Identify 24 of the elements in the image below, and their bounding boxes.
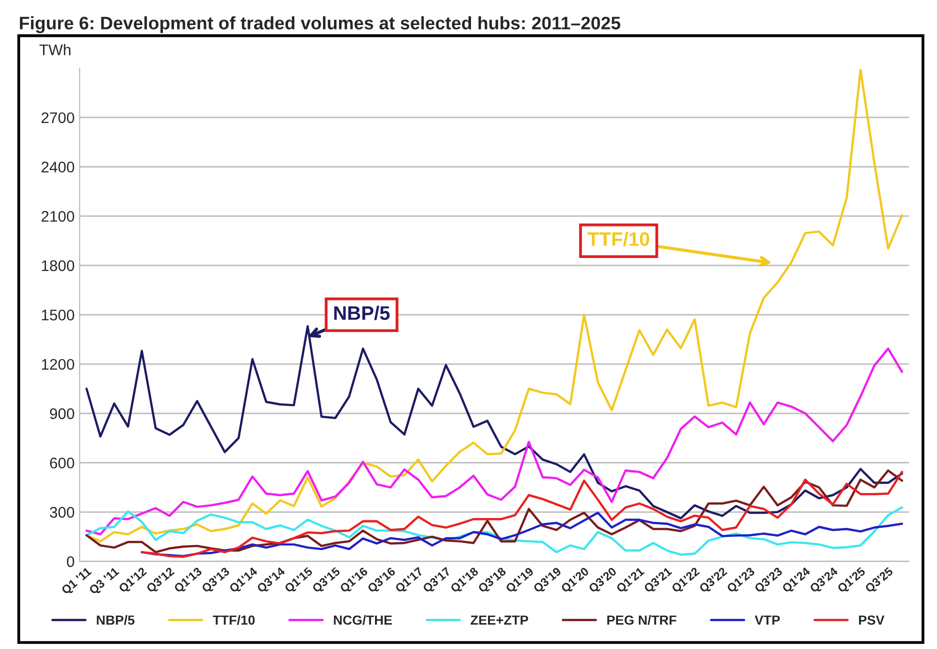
y-tick-label: 1200 [42, 358, 74, 370]
legend-label: NCG/THE [334, 615, 392, 625]
y-tick-label: 900 [50, 408, 74, 420]
legend-label: VTP [754, 616, 780, 625]
y-tick-label: 2400 [42, 162, 74, 172]
y-axis-title: TWh [39, 44, 70, 56]
y-tick-label: 1500 [42, 310, 74, 320]
legend-label: NBP/5 [96, 615, 134, 625]
chart-title: Figure 6: Development of traded volumes at selected hubs: 2011–2025 [20, 16, 620, 34]
legend-label: ZEE+ZTP [470, 616, 528, 625]
annotation: NBP/5 [334, 306, 390, 320]
line-series [85, 325, 904, 520]
y-tick-label: 300 [50, 506, 74, 518]
legend-label: PSV [859, 615, 884, 625]
y-tick-label: 600 [50, 458, 74, 468]
line-series [85, 506, 904, 556]
legend-label: TTF/10 [212, 615, 255, 625]
annotation: TTF/10 [588, 232, 650, 246]
line-series [85, 348, 904, 536]
y-tick-label: 1800 [42, 260, 74, 272]
legend-label: PEG N/TRF [607, 615, 676, 625]
y-tick-label: 2100 [42, 210, 74, 222]
y-tick-label: 2700 [42, 112, 74, 124]
y-tick-label: 0 [66, 556, 74, 568]
